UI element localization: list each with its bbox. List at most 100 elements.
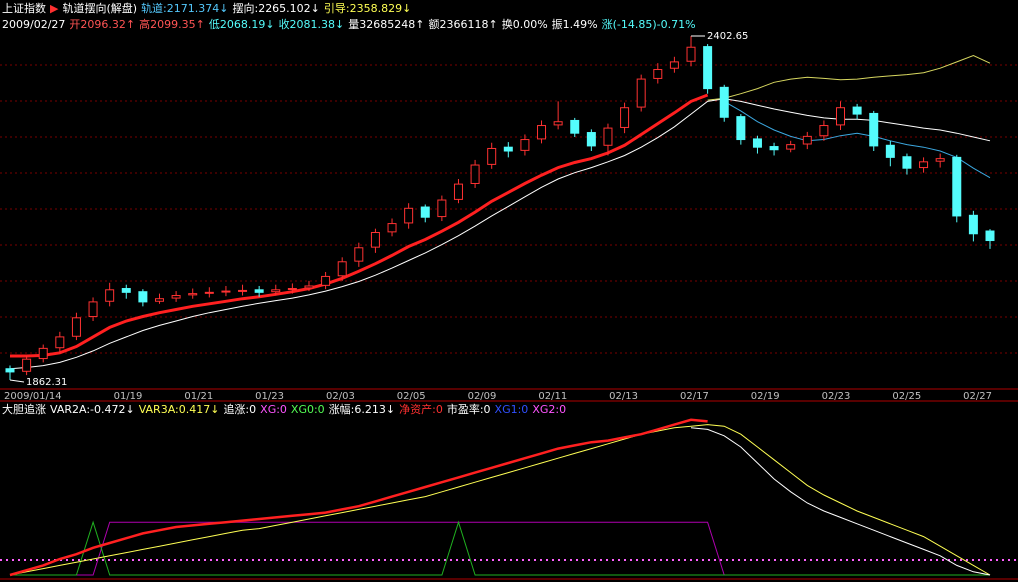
candle-body xyxy=(669,61,679,69)
candle-body xyxy=(520,139,530,151)
indicator-line xyxy=(690,427,991,576)
candle-body xyxy=(171,295,181,299)
x-tick-label: 01/23 xyxy=(255,391,284,402)
candle-body xyxy=(869,112,879,147)
candle-body xyxy=(154,298,164,302)
candle-body xyxy=(935,158,945,162)
x-tick-label: 02/05 xyxy=(397,391,426,402)
candle-body xyxy=(553,121,563,126)
candle-body xyxy=(769,146,779,151)
candle-body xyxy=(586,132,596,147)
candle-body xyxy=(836,107,846,126)
x-tick-label: 2009/01/14 xyxy=(4,391,62,402)
header-item: 低2068.19↓ xyxy=(208,18,275,31)
header-line-1: 上证指数 ▶ 轨道摆向(解盘) 轨道:2171.374↓ 摆向:2265.102↓ 引导:… xyxy=(2,1,411,17)
candle-body xyxy=(304,285,314,289)
x-tick-label: 02/13 xyxy=(609,391,638,402)
candle-body xyxy=(852,106,862,115)
header-item: 上证指数 xyxy=(2,2,46,15)
indicator-header: 大胆追涨 VAR2A:-0.472↓ VAR3A:0.417↓ 追涨:0 XG:0 XG0… xyxy=(2,402,566,418)
candle-body xyxy=(55,336,65,349)
header-item: 换0.00% xyxy=(501,18,548,31)
candle-body xyxy=(420,206,430,218)
candle-body xyxy=(387,223,397,233)
candle-body xyxy=(271,289,281,293)
indicator-item: XG2:0 xyxy=(532,403,567,416)
header-item: 涨(-14.85)-0.71% xyxy=(601,18,696,31)
x-tick-label: 02/23 xyxy=(822,391,851,402)
moving-average-line xyxy=(723,100,991,179)
candle-body xyxy=(570,119,580,134)
candle-body xyxy=(885,144,895,158)
candle-body xyxy=(22,358,32,372)
candle-body xyxy=(752,138,762,148)
candle-body xyxy=(453,183,463,200)
moving-average-line xyxy=(707,54,991,101)
indicator-line xyxy=(9,424,991,576)
candle-body xyxy=(354,247,364,262)
candle-body xyxy=(985,230,995,242)
candle-body xyxy=(786,144,796,150)
candle-body xyxy=(703,46,713,90)
indicator-item: XG0:0 xyxy=(290,403,325,416)
header-item: 高2099.35↑ xyxy=(139,18,205,31)
candle-body xyxy=(736,116,746,141)
header-item: 额2366118↑ xyxy=(428,18,498,31)
indicator-line xyxy=(10,520,990,576)
x-tick-label: 02/27 xyxy=(963,391,992,402)
candle-body xyxy=(537,125,547,140)
header-item: 2009/02/27 xyxy=(2,18,66,31)
indicator-item: XG1:0 xyxy=(494,403,529,416)
candle-body xyxy=(221,290,231,293)
x-tick-label: 02/25 xyxy=(892,391,921,402)
header-item: 轨道摆向(解盘) xyxy=(62,2,138,15)
header-item: 开2096.32↑ xyxy=(69,18,136,31)
x-tick-label: 02/11 xyxy=(538,391,567,402)
candle-body xyxy=(620,107,630,128)
candle-body xyxy=(321,275,331,286)
candle-body xyxy=(71,317,81,337)
indicator-item: 市盈率:0 xyxy=(446,403,491,416)
x-tick-label: 02/09 xyxy=(468,391,497,402)
indicator-item: VAR2A:-0.472↓ xyxy=(50,403,135,416)
candle-body xyxy=(254,289,264,293)
candle-body xyxy=(603,127,613,146)
high-annotation: 2402.65 xyxy=(707,31,748,42)
candle-body xyxy=(902,156,912,169)
grid xyxy=(0,64,1018,354)
candle-body xyxy=(968,214,978,235)
candle-body xyxy=(470,164,480,184)
candle-body xyxy=(105,289,115,302)
candle-body xyxy=(337,261,347,277)
header-item: ▶ xyxy=(50,2,59,15)
candle-body xyxy=(287,288,297,291)
candle-body xyxy=(204,291,214,294)
candle-body xyxy=(138,291,148,303)
x-tick-label: 02/17 xyxy=(680,391,709,402)
candle-body xyxy=(719,86,729,118)
candle-body xyxy=(88,301,98,318)
candle-body xyxy=(636,78,646,108)
header-item: 摆向:2265.102↓ xyxy=(232,2,320,15)
indicator-item: 涨幅:6.213↓ xyxy=(328,403,396,416)
header-item: 量32685248↑ xyxy=(348,18,425,31)
candle-body xyxy=(5,368,15,373)
candle-body xyxy=(802,135,812,145)
indicator-item: 净资产:0 xyxy=(399,403,443,416)
indicator-item: 大胆追涨 xyxy=(2,403,46,416)
candle-body xyxy=(952,156,962,217)
candle-body xyxy=(238,289,248,292)
indicator-item: 追涨:0 xyxy=(223,403,257,416)
candle-body xyxy=(370,231,380,248)
candle-body xyxy=(503,146,513,152)
indicator-item: VAR3A:0.417↓ xyxy=(138,403,220,416)
x-tick-label: 01/21 xyxy=(184,391,213,402)
header-line-2: 2009/02/27 开2096.32↑ 高2099.35↑ 低2068.19↓ 收20… xyxy=(2,17,696,33)
candle-body xyxy=(404,207,414,224)
header-item: 振1.49% xyxy=(551,18,598,31)
candle-body xyxy=(919,161,929,169)
indicator-item: XG:0 xyxy=(260,403,287,416)
x-tick-label: 01/19 xyxy=(114,391,143,402)
candle-body xyxy=(686,46,696,62)
